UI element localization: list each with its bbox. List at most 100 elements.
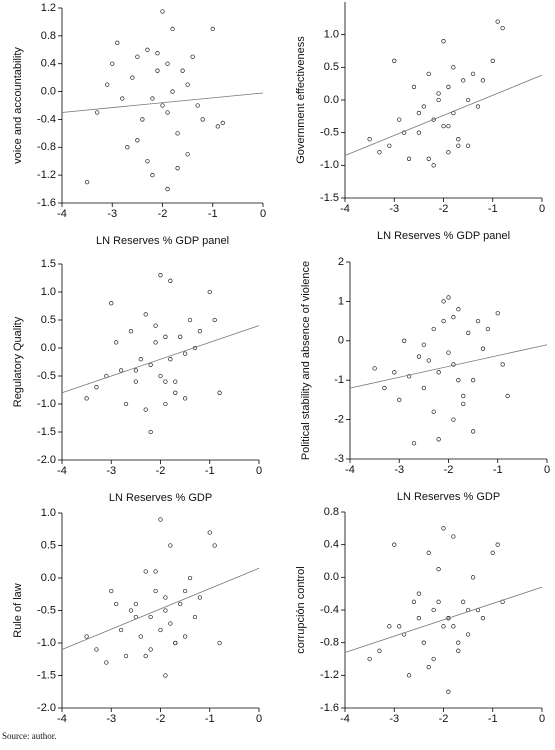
y-tick-label: -0.5 <box>37 604 56 616</box>
x-tick-label: -3 <box>389 203 399 215</box>
point <box>165 186 170 192</box>
x-tick-label: -4 <box>57 465 67 477</box>
point <box>436 370 441 375</box>
y-tick-label: 0.0 <box>41 572 56 584</box>
point <box>212 543 217 548</box>
point <box>148 647 153 652</box>
point <box>456 648 461 653</box>
point <box>426 665 431 670</box>
point <box>109 588 114 594</box>
x-tick-label: 0 <box>539 203 545 215</box>
point <box>416 591 422 596</box>
point <box>426 550 431 555</box>
point <box>367 137 372 142</box>
point <box>210 26 215 32</box>
point <box>212 317 217 323</box>
x-tick-label: -1 <box>205 465 215 477</box>
point <box>436 91 441 96</box>
point <box>475 104 481 109</box>
point <box>158 517 163 522</box>
point <box>175 131 180 136</box>
point <box>135 138 140 143</box>
point <box>143 312 148 317</box>
point <box>168 278 173 283</box>
point <box>109 301 114 306</box>
y-tick-label: 0.0 <box>324 94 339 106</box>
point <box>431 656 436 662</box>
x-tick-label: -3 <box>107 208 117 220</box>
y-tick-label: -2 <box>334 414 344 426</box>
point <box>138 357 143 362</box>
point <box>163 673 168 678</box>
point <box>148 429 153 435</box>
point <box>155 68 160 73</box>
y-tick-label: -0.5 <box>320 127 339 139</box>
point <box>158 627 163 633</box>
x-tick-label: -1 <box>208 208 218 220</box>
point <box>133 601 139 607</box>
y-tick-label: -3 <box>334 453 344 465</box>
point <box>456 307 461 312</box>
point <box>104 660 109 665</box>
x-tick-label: -1 <box>488 713 498 725</box>
point <box>105 82 110 87</box>
point <box>168 543 173 548</box>
x-tick-label: -2 <box>444 464 454 476</box>
point <box>160 103 165 108</box>
point <box>446 150 451 155</box>
y-tick-label: -2.0 <box>37 702 56 714</box>
point <box>367 656 372 662</box>
point <box>185 82 190 87</box>
y-tick-label: 1.0 <box>41 507 56 519</box>
y-tick-label: 0.0 <box>324 571 339 583</box>
x-tick-label: -2 <box>158 208 168 220</box>
point <box>158 373 163 379</box>
y-tick-label: -1.6 <box>320 702 339 714</box>
point <box>446 295 451 300</box>
point <box>441 39 446 44</box>
point <box>441 526 446 531</box>
point <box>135 54 140 59</box>
point <box>197 329 203 334</box>
y-axis-label: Government effectiveness <box>295 36 307 164</box>
point <box>416 616 422 621</box>
point <box>441 123 446 129</box>
point <box>197 595 203 600</box>
point <box>84 634 89 639</box>
y-tick-label: -0.5 <box>37 370 56 382</box>
point <box>431 409 436 414</box>
y-tick-label: -1.0 <box>37 398 56 410</box>
point <box>175 166 180 171</box>
y-tick-label: -1.2 <box>37 169 56 181</box>
y-axis-label: corrupción control <box>295 566 307 653</box>
trend-line <box>344 74 543 156</box>
x-tick-label: -2 <box>439 713 449 725</box>
point <box>446 616 451 621</box>
point <box>182 588 188 594</box>
point <box>421 104 426 109</box>
x-tick-label: -2 <box>156 713 166 725</box>
y-tick-label: 1.5 <box>41 258 56 270</box>
point <box>495 19 500 24</box>
point <box>397 397 402 403</box>
point <box>143 653 148 659</box>
x-tick-label: -4 <box>345 464 355 476</box>
point <box>421 342 427 347</box>
point <box>130 75 135 80</box>
point <box>200 117 205 122</box>
trend-line <box>349 344 548 389</box>
point <box>456 143 461 148</box>
point <box>94 647 99 652</box>
point <box>143 407 148 412</box>
point <box>411 84 417 90</box>
point <box>217 640 222 646</box>
point <box>490 550 495 555</box>
point <box>115 40 120 45</box>
point <box>187 575 193 581</box>
point <box>217 390 222 395</box>
point <box>123 653 129 659</box>
point <box>148 362 153 367</box>
point <box>372 366 377 371</box>
point <box>431 163 436 168</box>
point <box>143 569 148 574</box>
